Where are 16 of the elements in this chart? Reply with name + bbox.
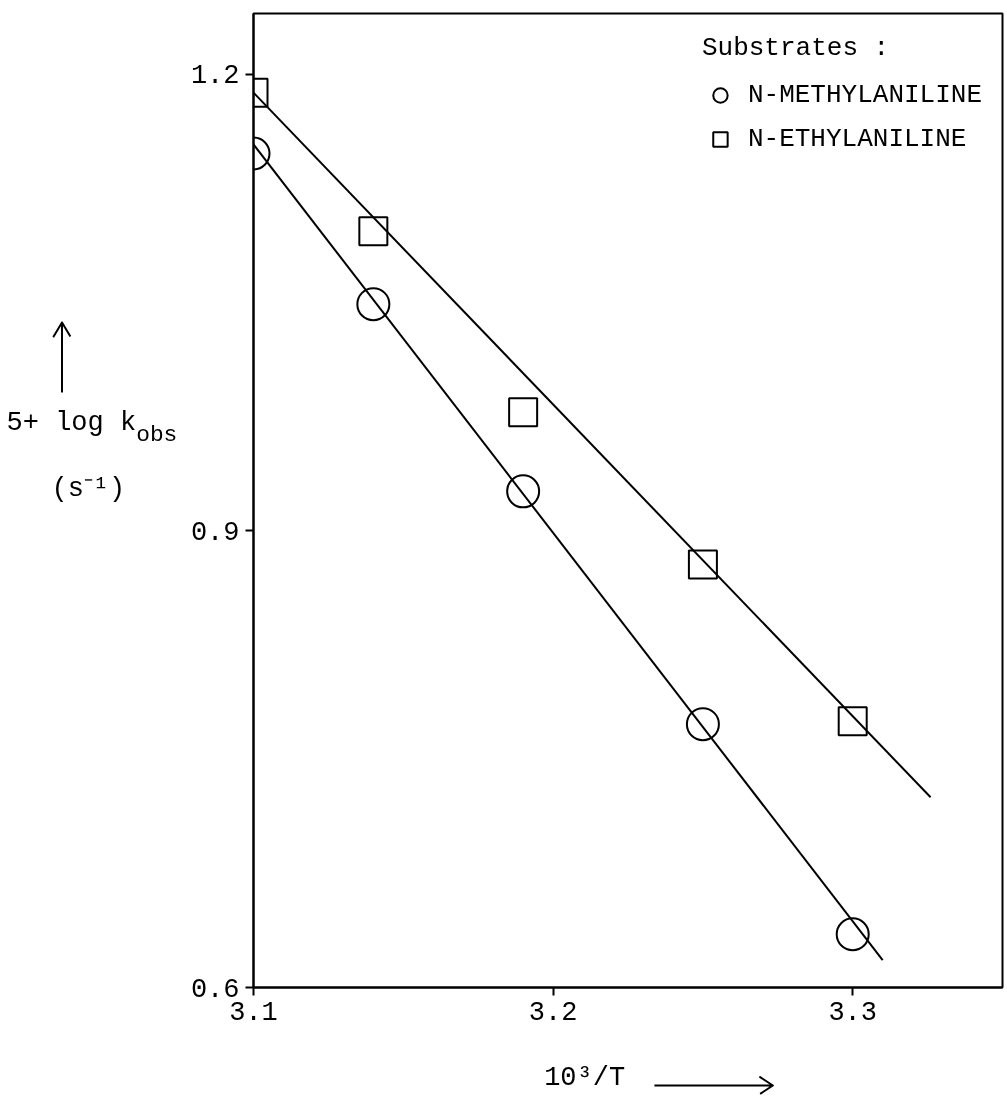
point — [837, 706, 868, 737]
x-tick-label: 3.3 — [828, 997, 878, 1028]
point — [358, 216, 389, 247]
point — [687, 549, 718, 580]
legend-label: N-METHYLANILINE — [747, 80, 982, 110]
y-tick-label: 1.2 — [190, 61, 240, 92]
y-tick-label: 0.9 — [190, 517, 240, 548]
point — [356, 287, 391, 322]
point — [506, 474, 541, 509]
x-tick-label: 3.2 — [528, 997, 578, 1028]
legend-title: Substrates : — [701, 33, 891, 63]
x-axis-title: 10³/T — [544, 1062, 626, 1093]
point — [508, 397, 539, 428]
point — [685, 707, 720, 742]
legend-label: N-ETHYLANILINE — [747, 124, 967, 154]
point — [835, 917, 870, 952]
